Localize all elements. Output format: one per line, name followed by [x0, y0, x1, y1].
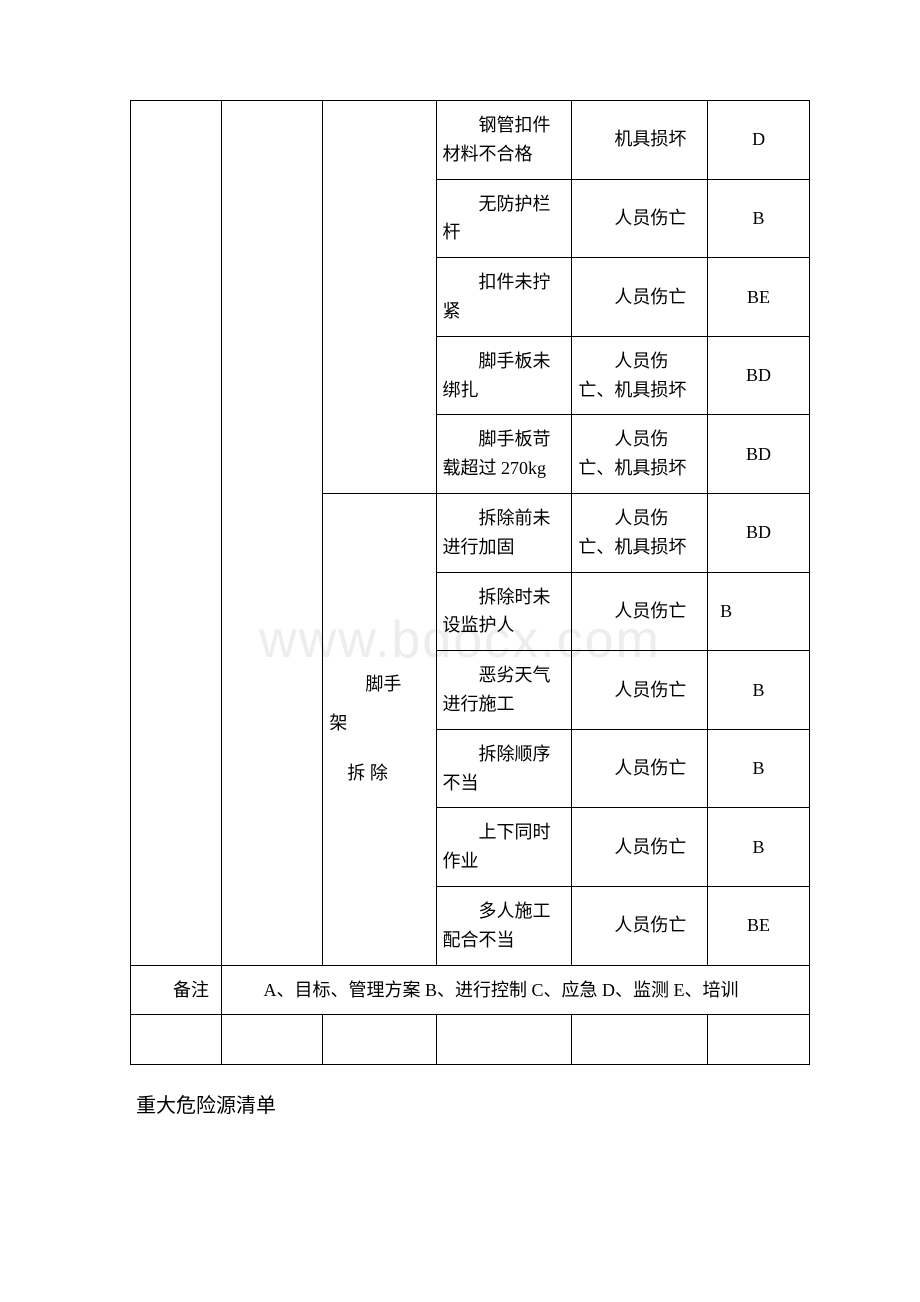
cell-c4: 无防护栏杆	[436, 179, 572, 258]
cell-c6: BE	[708, 258, 810, 337]
cell-c6: B	[708, 179, 810, 258]
cell-c6: B	[708, 572, 810, 651]
risk-table: 钢管扣件材料不合格 机具损坏 D 无防护栏杆 人员伤亡 B 扣件未拧紧 人员伤亡…	[130, 100, 810, 1065]
cell-c4: 扣件未拧紧	[436, 258, 572, 337]
cell-c5: 人员伤亡	[572, 179, 708, 258]
cell-col1	[131, 101, 222, 966]
remark-label-cell: 备注	[131, 965, 222, 1015]
group2-label-2: 架	[329, 704, 429, 744]
cell-c6: B	[708, 729, 810, 808]
remark-text-cell: A、目标、管理方案 B、进行控制 C、应急 D、监测 E、培训	[221, 965, 809, 1015]
cell-c4: 上下同时作业	[436, 808, 572, 887]
cell-c5: 人员伤亡	[572, 886, 708, 965]
cell-c5: 人员伤亡、机具损坏	[572, 493, 708, 572]
cell-c6: BD	[708, 493, 810, 572]
group2-label-1: 脚手	[329, 665, 429, 705]
cell-c6: D	[708, 101, 810, 180]
cell-col3-group1	[323, 101, 436, 494]
empty-cell	[131, 1015, 222, 1065]
cell-c4: 多人施工配合不当	[436, 886, 572, 965]
cell-c5: 人员伤亡	[572, 258, 708, 337]
cell-c5: 人员伤亡	[572, 729, 708, 808]
cell-c6: BE	[708, 886, 810, 965]
remark-row: 备注 A、目标、管理方案 B、进行控制 C、应急 D、监测 E、培训	[131, 965, 810, 1015]
cell-c6: B	[708, 808, 810, 887]
empty-cell	[572, 1015, 708, 1065]
cell-col2	[221, 101, 323, 966]
cell-c4: 拆除前未进行加固	[436, 493, 572, 572]
cell-c5: 人员伤亡、机具损坏	[572, 415, 708, 494]
cell-col3-group2: 脚手 架 拆 除	[323, 493, 436, 965]
cell-c5: 人员伤亡	[572, 572, 708, 651]
cell-c5: 机具损坏	[572, 101, 708, 180]
cell-c4: 拆除顺序不当	[436, 729, 572, 808]
section-heading: 重大危险源清单	[136, 1089, 810, 1118]
cell-c4: 脚手板苛载超过 270kg	[436, 415, 572, 494]
empty-row	[131, 1015, 810, 1065]
empty-cell	[221, 1015, 323, 1065]
cell-c5: 人员伤亡、机具损坏	[572, 336, 708, 415]
table-row: 钢管扣件材料不合格 机具损坏 D	[131, 101, 810, 180]
cell-c4: 拆除时未设监护人	[436, 572, 572, 651]
group2-label-3: 拆 除	[329, 754, 429, 794]
cell-c4: 恶劣天气进行施工	[436, 651, 572, 730]
cell-c6: B	[708, 651, 810, 730]
empty-cell	[323, 1015, 436, 1065]
cell-c5: 人员伤亡	[572, 808, 708, 887]
cell-c5: 人员伤亡	[572, 651, 708, 730]
cell-c4: 钢管扣件材料不合格	[436, 101, 572, 180]
cell-c6: BD	[708, 415, 810, 494]
cell-c6: BD	[708, 336, 810, 415]
cell-c4: 脚手板未绑扎	[436, 336, 572, 415]
empty-cell	[436, 1015, 572, 1065]
empty-cell	[708, 1015, 810, 1065]
